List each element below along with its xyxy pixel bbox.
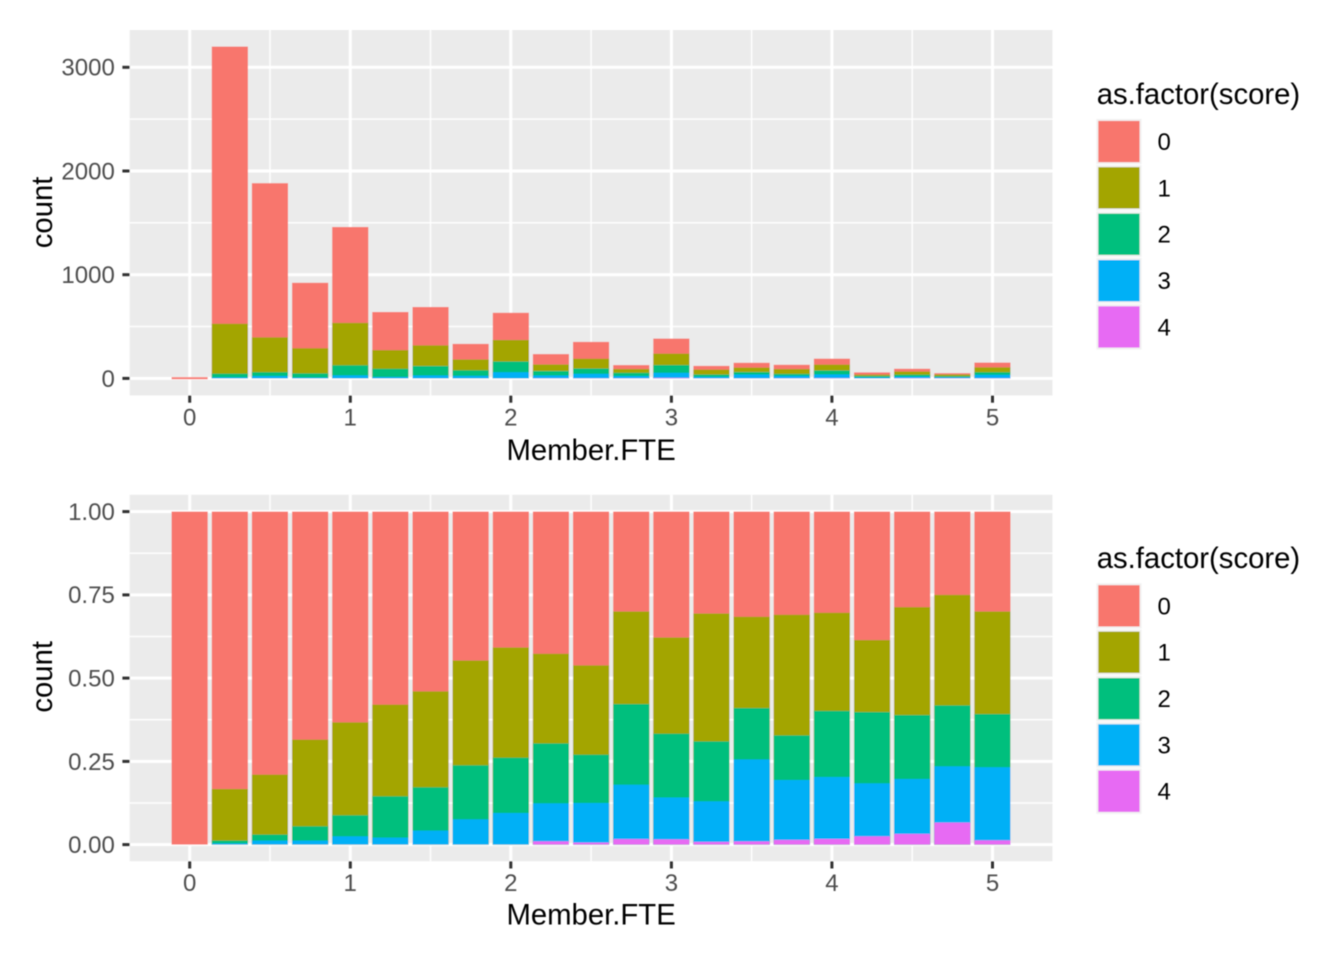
svg-text:4: 4: [825, 870, 838, 897]
svg-text:1000: 1000: [61, 262, 114, 289]
svg-text:1: 1: [344, 870, 357, 897]
svg-text:0: 0: [183, 870, 196, 897]
svg-text:4: 4: [825, 405, 838, 432]
svg-text:2: 2: [504, 870, 517, 897]
svg-text:0.00: 0.00: [68, 832, 115, 859]
svg-text:5: 5: [986, 405, 999, 432]
svg-text:2: 2: [504, 405, 517, 432]
svg-text:4: 4: [1158, 314, 1171, 341]
svg-text:1.00: 1.00: [68, 499, 115, 526]
svg-text:4: 4: [1158, 779, 1171, 806]
svg-text:0: 0: [1158, 593, 1171, 620]
svg-text:0: 0: [101, 366, 114, 393]
svg-text:3: 3: [665, 870, 678, 897]
svg-text:count: count: [26, 641, 59, 713]
svg-text:2000: 2000: [61, 158, 114, 185]
svg-text:2: 2: [1158, 686, 1171, 713]
svg-text:count: count: [26, 177, 59, 249]
svg-text:5: 5: [986, 870, 999, 897]
svg-text:3: 3: [1158, 268, 1171, 295]
svg-text:0: 0: [1158, 129, 1171, 156]
svg-text:as.factor(score): as.factor(score): [1097, 542, 1301, 575]
svg-text:0.50: 0.50: [68, 666, 115, 693]
svg-text:1: 1: [1158, 640, 1171, 667]
svg-text:3: 3: [1158, 732, 1171, 759]
svg-text:Member.FTE: Member.FTE: [506, 434, 675, 467]
svg-text:0.75: 0.75: [68, 582, 115, 609]
svg-text:as.factor(score): as.factor(score): [1097, 78, 1301, 111]
svg-text:0: 0: [183, 405, 196, 432]
svg-text:Member.FTE: Member.FTE: [506, 899, 675, 932]
svg-text:3000: 3000: [61, 55, 114, 82]
svg-text:1: 1: [344, 405, 357, 432]
svg-text:2: 2: [1158, 222, 1171, 249]
svg-text:3: 3: [665, 405, 678, 432]
svg-text:1: 1: [1158, 175, 1171, 202]
svg-text:0.25: 0.25: [68, 749, 115, 776]
